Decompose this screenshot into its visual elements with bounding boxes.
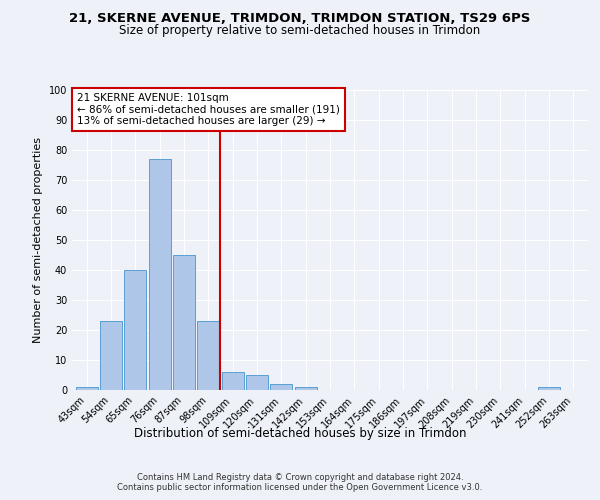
Y-axis label: Number of semi-detached properties: Number of semi-detached properties — [33, 137, 43, 343]
Text: 21 SKERNE AVENUE: 101sqm
← 86% of semi-detached houses are smaller (191)
13% of : 21 SKERNE AVENUE: 101sqm ← 86% of semi-d… — [77, 93, 340, 126]
Text: Contains public sector information licensed under the Open Government Licence v3: Contains public sector information licen… — [118, 484, 482, 492]
Bar — [246, 375, 268, 390]
Bar — [271, 384, 292, 390]
Bar — [100, 321, 122, 390]
Text: Size of property relative to semi-detached houses in Trimdon: Size of property relative to semi-detach… — [119, 24, 481, 37]
Bar — [76, 387, 98, 390]
Bar — [221, 372, 244, 390]
Text: Distribution of semi-detached houses by size in Trimdon: Distribution of semi-detached houses by … — [134, 428, 466, 440]
Text: 21, SKERNE AVENUE, TRIMDON, TRIMDON STATION, TS29 6PS: 21, SKERNE AVENUE, TRIMDON, TRIMDON STAT… — [70, 12, 530, 26]
Text: Contains HM Land Registry data © Crown copyright and database right 2024.: Contains HM Land Registry data © Crown c… — [137, 472, 463, 482]
Bar — [149, 159, 170, 390]
Bar — [197, 321, 219, 390]
Bar — [295, 387, 317, 390]
Bar — [173, 255, 195, 390]
Bar — [538, 387, 560, 390]
Bar — [124, 270, 146, 390]
